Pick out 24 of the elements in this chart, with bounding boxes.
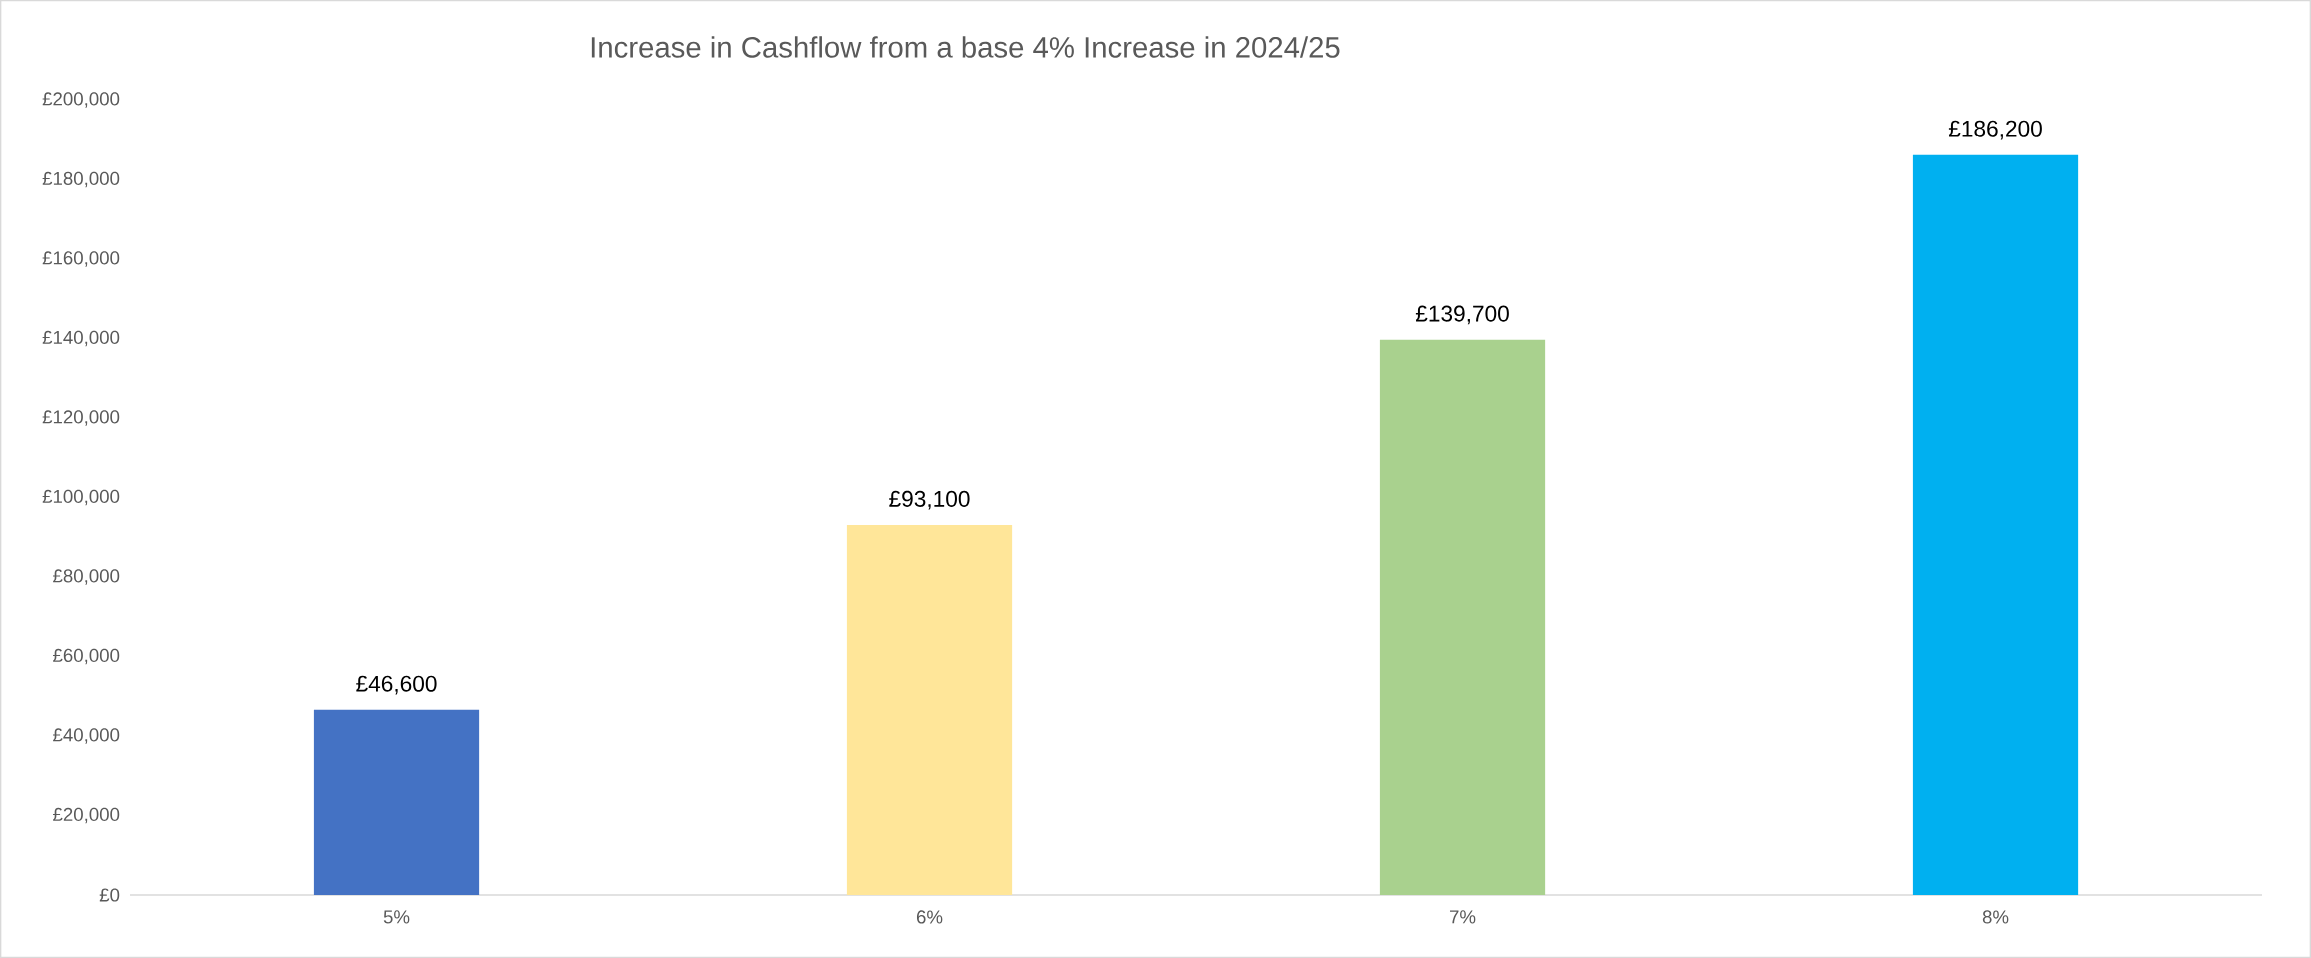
data-label: £186,200	[1948, 120, 2042, 140]
y-tick-label: £120,000	[42, 410, 120, 426]
x-tick-label: 8%	[1982, 910, 2009, 924]
bar	[313, 709, 480, 895]
x-tick-label: 5%	[383, 910, 410, 924]
y-tick-label: £180,000	[42, 171, 120, 188]
y-tick-label: £40,000	[53, 728, 120, 744]
x-tick-label: 6%	[916, 910, 943, 924]
y-tick-label: £60,000	[53, 648, 120, 665]
y-tick-label: £0	[99, 888, 120, 902]
data-label: £46,600	[356, 675, 437, 695]
x-tick-label: 7%	[1449, 910, 1476, 924]
y-tick-label: £80,000	[53, 569, 120, 585]
y-tick-label: £200,000	[42, 92, 120, 108]
y-tick-label: £20,000	[53, 807, 120, 824]
bar	[846, 524, 1013, 895]
y-tick-label: £160,000	[42, 251, 120, 267]
y-tick-label: £100,000	[42, 489, 120, 506]
data-label: £93,100	[889, 490, 970, 510]
bar	[1912, 154, 2079, 895]
data-label: £139,700	[1415, 305, 1509, 325]
y-tick-label: £140,000	[42, 330, 120, 347]
chart-title: Increase in Cashflow from a base 4% Increase in 2024/25	[591, 36, 1340, 58]
bar	[1379, 339, 1546, 895]
